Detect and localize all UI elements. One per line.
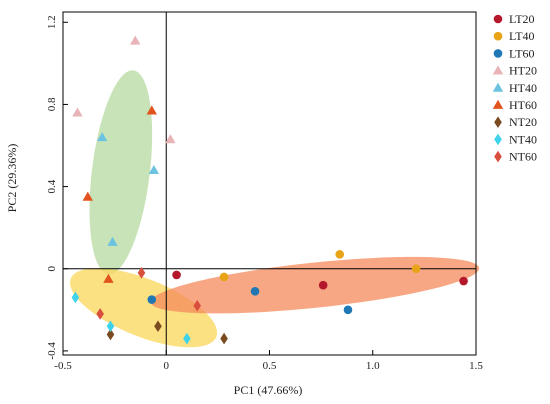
legend-marker-nt20 [494,116,502,128]
y-tick-label: -0.4 [46,342,58,360]
y-tick-label: 0.4 [46,179,58,193]
point-nt60-3 [193,299,202,312]
y-tick-label: 1.2 [46,15,58,29]
point-ht20-1 [72,107,83,117]
legend-marker-ht60 [492,99,504,109]
reference-lines [63,12,476,355]
point-ht60-3 [146,105,157,115]
legend-marker-nt60 [494,150,502,163]
legend-item-lt60: LT60 [493,46,535,60]
x-tick-label: 0 [164,360,170,372]
y-tick-label: 0 [46,265,58,271]
point-lt60-3 [343,305,353,315]
point-ht20-2 [130,35,141,45]
legend-label-ht20: HT20 [509,64,537,78]
point-nt20-2 [154,320,162,333]
legend-marker-nt40 [494,133,502,146]
x-axis-ticks: -0.5 0 0.5 1.0 1.5 [54,350,483,372]
point-ht20-3 [165,134,176,144]
point-ht60-1 [82,191,93,201]
y-axis-ticks: -0.4 0 0.4 0.8 1.2 [46,15,68,360]
point-nt40-1 [71,291,80,304]
point-nt20-1 [106,328,115,341]
legend-label-ht40: HT40 [509,81,537,95]
ellipse-lt [150,256,480,314]
legend-marker-ht20 [492,65,504,75]
legend-item-nt20: NT20 [494,115,537,129]
legend-item-nt40: NT40 [494,132,537,146]
x-axis-label: PC1 (47.66%) [234,383,303,397]
y-tick-label: 0.8 [46,97,58,111]
point-lt20-2 [318,280,328,290]
legend: LT20 LT40 LT60 HT20 HT40 HT60 NT20 NT40 NT60 [492,12,537,164]
legend-label-ht60: HT60 [509,98,537,112]
point-ht40-2 [107,236,118,246]
point-ht40-3 [148,164,160,175]
point-nt40-2 [106,320,115,333]
legend-label-lt40: LT40 [509,29,535,43]
x-tick-label: 1.0 [366,360,380,372]
point-lt40-2 [335,250,345,259]
point-lt20-3 [459,276,468,286]
legend-item-lt40: LT40 [493,29,535,43]
confidence-ellipses [70,70,480,348]
point-ht40-1 [97,132,108,142]
point-nt20-3 [220,332,228,345]
legend-item-ht20: HT20 [492,64,537,78]
ellipse-nt [70,268,218,348]
point-lt60-1 [147,295,157,304]
x-tick-label: 0.5 [263,360,277,372]
legend-marker-lt40 [493,31,503,41]
legend-label-nt60: NT60 [509,150,537,164]
point-lt60-2 [250,287,260,296]
legend-item-nt60: NT60 [494,150,537,164]
point-nt60-1 [96,308,104,320]
legend-label-lt20: LT20 [509,12,535,26]
legend-label-nt40: NT40 [509,132,537,146]
legend-marker-lt20 [493,14,503,24]
x-tick-label: -0.5 [54,360,72,372]
legend-label-nt20: NT20 [509,115,537,129]
point-nt40-3 [183,332,191,345]
legend-marker-lt60 [493,49,503,58]
legend-item-lt20: LT20 [493,12,535,26]
legend-marker-ht40 [492,82,504,92]
point-nt60-2 [137,267,146,279]
legend-item-ht60: HT60 [492,98,537,112]
point-lt40-3 [411,264,421,274]
legend-label-lt60: LT60 [509,46,535,60]
data-points [71,35,468,345]
point-lt20-1 [172,270,181,280]
point-lt40-1 [219,272,229,282]
legend-item-ht40: HT40 [492,81,537,95]
y-axis-label: PC2 (29.36%) [5,144,19,213]
x-tick-label: 1.5 [469,360,483,372]
ellipse-ht [89,70,153,275]
point-ht60-2 [103,273,114,283]
